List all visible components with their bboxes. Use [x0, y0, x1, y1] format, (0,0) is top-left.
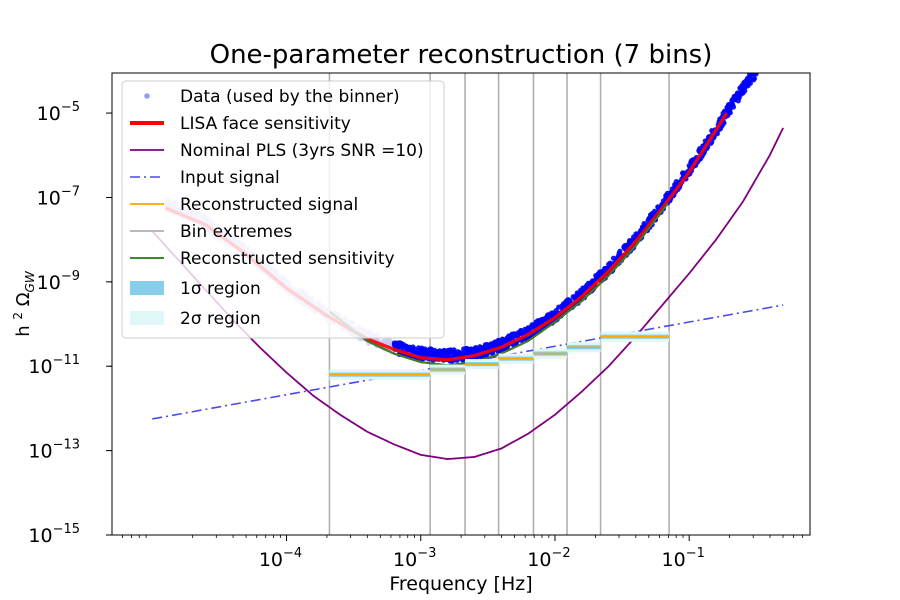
y-tick-label: 10−11: [28, 353, 80, 378]
legend-label-recon_sens: Reconstructed sensitivity: [180, 249, 395, 269]
x-tick-label: 10−2: [527, 546, 570, 571]
legend-label-lisa: LISA face sensitivity: [180, 114, 351, 134]
y-tick-label: 10−9: [37, 269, 80, 294]
chart-title: One-parameter reconstruction (7 bins): [210, 40, 713, 70]
legend-label-sigma2: 2σ region: [180, 309, 261, 329]
x-tick-label: 10−4: [259, 546, 302, 571]
legend-handle-data: [144, 93, 150, 99]
x-axis-label: Frequency [Hz]: [389, 573, 532, 595]
y-tick-label: 10−5: [37, 100, 80, 125]
legend-box: [121, 80, 445, 339]
x-tick-label: 10−3: [393, 546, 436, 571]
reconstructed-sensitivity-overlay: [329, 203, 669, 366]
legend-label-input: Input signal: [180, 168, 280, 188]
x-tick-label: 10−1: [662, 546, 705, 571]
legend-handle-sigma1: [130, 281, 164, 295]
y-axis-label: h 2 ΩGW: [11, 270, 37, 337]
y-tick-label: 10−7: [37, 184, 80, 209]
legend-label-bin: Bin extremes: [180, 222, 293, 242]
data-point: [730, 104, 737, 110]
pls-curve: [151, 127, 784, 460]
legend-label-pls: Nominal PLS (3yrs SNR =10): [180, 141, 424, 161]
data-point: [727, 110, 733, 116]
legend-handle-sigma2: [130, 311, 164, 325]
legend-label-data: Data (used by the binner): [180, 87, 400, 107]
data-point: [751, 75, 758, 82]
data-point: [753, 68, 758, 73]
legend-label-recon_signal: Reconstructed signal: [180, 195, 358, 215]
y-tick-label: 10−13: [28, 438, 80, 463]
y-tick-label: 10−15: [28, 522, 80, 547]
data-point: [753, 73, 759, 75]
legend-label-sigma1: 1σ region: [180, 279, 261, 299]
